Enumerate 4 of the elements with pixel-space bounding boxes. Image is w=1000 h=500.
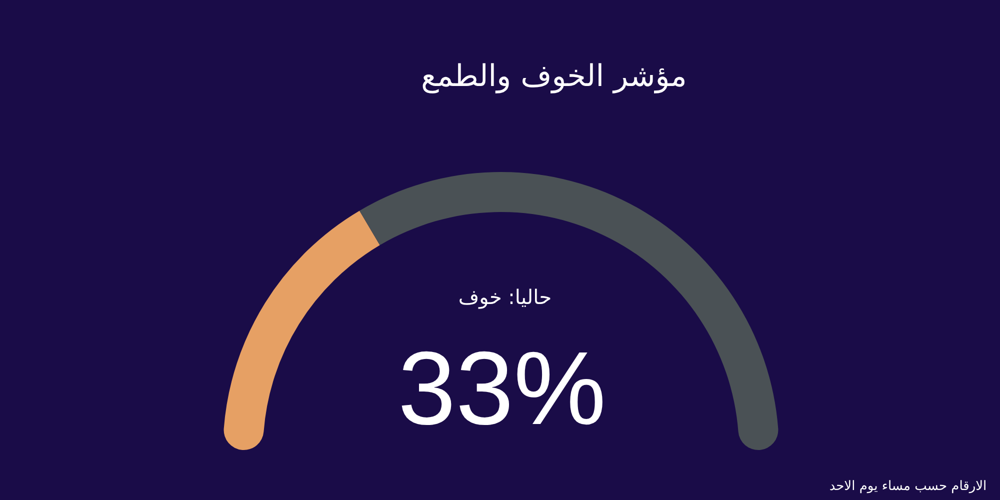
- annotation: حاليا: خوف: [458, 285, 552, 309]
- title: مؤشر الخوف والطمع: [421, 59, 687, 94]
- annotation: 33%: [398, 331, 606, 447]
- annotation: الارقام حسب مساء يوم الاحد: [829, 479, 987, 494]
